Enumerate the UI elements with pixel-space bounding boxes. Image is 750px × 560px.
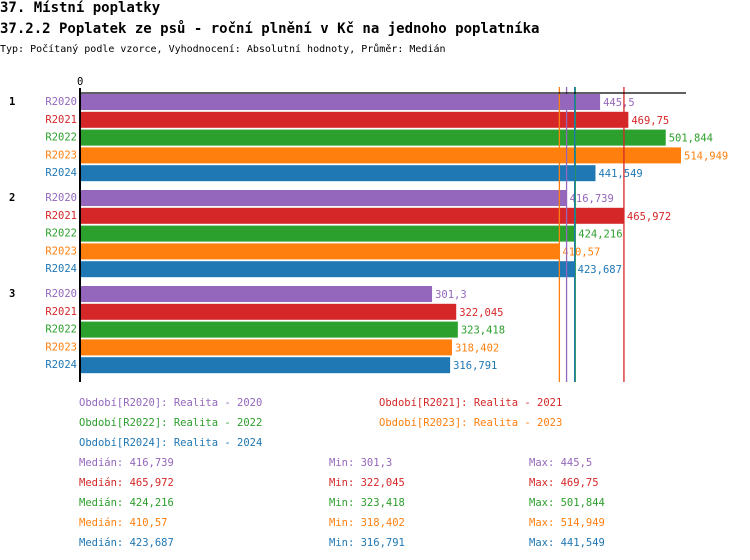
bar bbox=[81, 303, 457, 320]
stat-max: Max: 441,549 bbox=[529, 537, 605, 549]
bar bbox=[81, 243, 560, 260]
page-title: 37. Místní poplatky bbox=[0, 0, 161, 16]
bar bbox=[81, 207, 624, 224]
data-label: 501,844 bbox=[669, 133, 713, 145]
data-label: 323,418 bbox=[461, 325, 505, 337]
stat-max: Max: 469,75 bbox=[529, 477, 599, 489]
data-label: 441,549 bbox=[598, 168, 642, 180]
data-label: 465,972 bbox=[627, 211, 671, 223]
data-label: 469,75 bbox=[631, 115, 669, 127]
stat-min: Min: 322,045 bbox=[329, 477, 405, 489]
category-label: 3 bbox=[9, 288, 15, 300]
data-label: 424,216 bbox=[578, 229, 622, 241]
series-label: R2024 bbox=[45, 167, 77, 179]
series-label: R2022 bbox=[45, 228, 77, 240]
bar bbox=[81, 286, 433, 302]
series-label: R2020 bbox=[45, 96, 77, 108]
stat-median: Medián: 423,687 bbox=[79, 537, 174, 549]
series-label: R2022 bbox=[45, 132, 77, 144]
bar bbox=[81, 321, 458, 338]
data-label: 322,045 bbox=[459, 307, 503, 319]
stat-min: Min: 301,3 bbox=[329, 457, 393, 469]
stat-max: Max: 501,844 bbox=[529, 497, 605, 509]
bar bbox=[81, 165, 596, 182]
stat-min: Min: 323,418 bbox=[329, 497, 405, 509]
series-label: R2022 bbox=[45, 324, 77, 336]
data-label: 316,791 bbox=[453, 360, 497, 372]
data-label: 445,5 bbox=[603, 97, 635, 109]
data-label: 514,949 bbox=[684, 150, 728, 162]
data-label: 416,739 bbox=[570, 193, 614, 205]
legend-item: Období[R2020]: Realita - 2020 bbox=[79, 397, 263, 409]
legend-item: Období[R2024]: Realita - 2024 bbox=[79, 437, 263, 449]
stat-median: Medián: 465,972 bbox=[79, 477, 174, 489]
category-label: 1 bbox=[9, 96, 15, 108]
stat-max: Max: 445,5 bbox=[529, 457, 593, 469]
data-label: 318,402 bbox=[455, 342, 499, 354]
series-label: R2021 bbox=[45, 306, 77, 318]
series-label: R2023 bbox=[45, 149, 77, 161]
series-label: R2024 bbox=[45, 359, 77, 371]
bar bbox=[81, 190, 567, 206]
chart-title: 37.2.2 Poplatek ze psů - roční plnění v … bbox=[0, 21, 540, 37]
bar bbox=[81, 129, 666, 146]
bar bbox=[81, 357, 451, 374]
stat-median: Medián: 410,57 bbox=[79, 517, 168, 529]
chart-info: Typ: Počítaný podle vzorce, Vyhodnocení:… bbox=[0, 44, 446, 55]
series-label: R2020 bbox=[45, 192, 77, 204]
stat-median: Medián: 416,739 bbox=[79, 457, 174, 469]
series-label: R2021 bbox=[45, 114, 77, 126]
series-label: R2020 bbox=[45, 288, 77, 300]
stat-max: Max: 514,949 bbox=[529, 517, 605, 529]
series-label: R2021 bbox=[45, 210, 77, 222]
series-label: R2024 bbox=[45, 263, 77, 275]
legend-item: Období[R2022]: Realita - 2022 bbox=[79, 417, 263, 429]
category-label: 2 bbox=[9, 192, 15, 204]
bar bbox=[81, 147, 681, 164]
stat-min: Min: 318,402 bbox=[329, 517, 405, 529]
bar bbox=[81, 339, 452, 356]
data-label: 423,687 bbox=[578, 264, 622, 276]
stat-min: Min: 316,791 bbox=[329, 537, 405, 549]
bar bbox=[81, 225, 576, 242]
bar bbox=[81, 94, 601, 110]
legend-item: Období[R2021]: Realita - 2021 bbox=[379, 397, 563, 409]
legend-item: Období[R2023]: Realita - 2023 bbox=[379, 417, 563, 429]
bar bbox=[81, 111, 629, 128]
data-label: 301,3 bbox=[435, 289, 467, 301]
series-label: R2023 bbox=[45, 341, 77, 353]
x-tick-label: 0 bbox=[77, 76, 83, 88]
data-label: 410,57 bbox=[562, 246, 600, 258]
bar-chart: 0 1 R2020 445,5 R2021 469,75 R2022 501,844 R2023… bbox=[9, 76, 728, 382]
series-label: R2023 bbox=[45, 245, 77, 257]
bar bbox=[81, 261, 575, 278]
stat-median: Medián: 424,216 bbox=[79, 497, 174, 509]
